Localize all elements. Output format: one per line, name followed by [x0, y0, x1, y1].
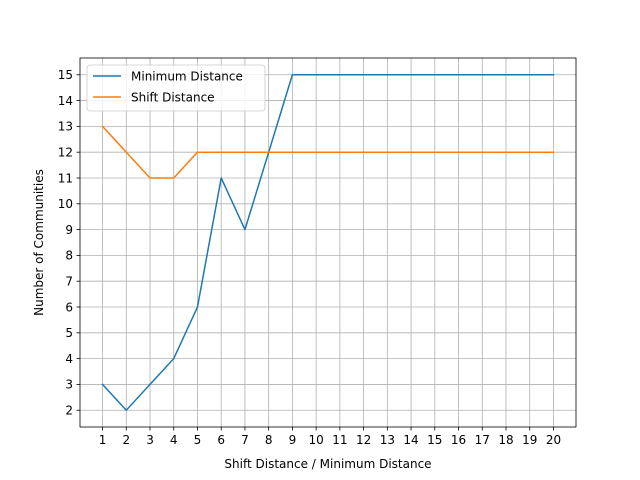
y-tick-label: 12 [58, 145, 73, 159]
series-lines [101, 74, 555, 411]
x-tick-label: 2 [122, 433, 130, 447]
x-tick-label: 4 [170, 433, 178, 447]
y-tick-label: 4 [65, 352, 73, 366]
x-tick-label: 18 [498, 433, 513, 447]
plot-area [80, 58, 576, 427]
y-tick-label: 10 [58, 197, 73, 211]
y-tick-label: 11 [58, 171, 73, 185]
x-tick-label: 13 [380, 433, 395, 447]
x-tick-label: 11 [332, 433, 347, 447]
x-tick-label: 3 [146, 433, 154, 447]
x-tick-label: 7 [241, 433, 249, 447]
y-tick-label: 15 [58, 68, 73, 82]
series-line-1 [101, 74, 555, 411]
y-tick-label: 2 [65, 404, 73, 418]
x-tick-label: 5 [194, 433, 202, 447]
x-tick-label: 15 [427, 433, 442, 447]
legend: Minimum Distance Shift Distance [86, 64, 266, 112]
x-tick-label: 6 [217, 433, 225, 447]
legend-label: Shift Distance [131, 90, 215, 104]
grid [80, 58, 576, 427]
x-tick-label: 12 [356, 433, 371, 447]
x-tick-label: 20 [546, 433, 561, 447]
y-tick-label: 9 [65, 223, 73, 237]
x-tick-label: 9 [289, 433, 297, 447]
series-line-2 [101, 125, 555, 179]
legend-label: Minimum Distance [131, 69, 243, 83]
y-tick-label: 6 [65, 300, 73, 314]
x-tick-label: 1 [99, 433, 107, 447]
y-axis-label: Number of Communities [32, 169, 46, 316]
plot-frame [79, 57, 577, 428]
x-tick-label: 17 [475, 433, 490, 447]
y-tick-label: 5 [65, 326, 73, 340]
x-tick-label: 8 [265, 433, 273, 447]
y-axis: 2 3 4 5 6 7 8 9 10 11 12 13 14 15 [58, 68, 80, 418]
x-tick-label: 10 [308, 433, 323, 447]
x-tick-label: 19 [522, 433, 537, 447]
y-tick-label: 14 [58, 94, 73, 108]
x-tick-label: 14 [403, 433, 418, 447]
y-tick-label: 13 [58, 120, 73, 134]
x-tick-label: 16 [451, 433, 466, 447]
y-tick-label: 3 [65, 378, 73, 392]
x-axis: 1 2 3 4 5 6 7 8 9 10 11 12 13 14 15 16 17 18 19 20 [99, 427, 561, 447]
legend-box [86, 64, 266, 112]
y-tick-label: 8 [65, 249, 73, 263]
y-tick-label: 7 [65, 275, 73, 289]
x-axis-label: Shift Distance / Minimum Distance [224, 457, 431, 471]
